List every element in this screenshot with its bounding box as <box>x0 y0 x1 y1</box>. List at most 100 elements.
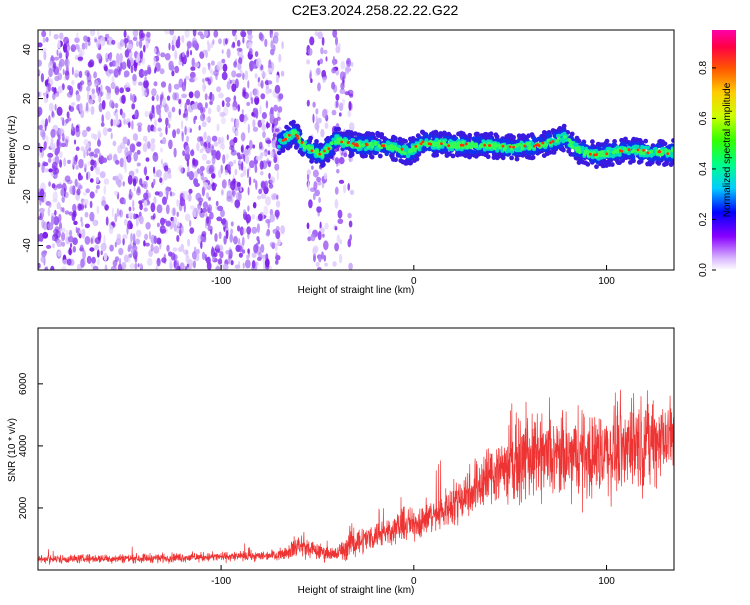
noise-cell <box>46 93 49 99</box>
noise-cell <box>276 194 279 200</box>
noise-cell <box>84 236 91 245</box>
noise-cell <box>185 145 190 155</box>
noise-cell <box>268 80 272 85</box>
noise-cell <box>138 81 143 86</box>
ridge-cell <box>626 151 631 156</box>
noise-cell <box>103 178 110 185</box>
ridge-cell <box>475 131 480 137</box>
noise-cell <box>138 39 143 49</box>
noise-cell <box>218 231 222 240</box>
noise-cell <box>254 88 260 99</box>
noise-cell <box>240 173 244 178</box>
noise-cell <box>256 223 260 234</box>
noise-cell <box>192 251 197 260</box>
noise-cell <box>323 254 327 262</box>
noise-cell <box>39 212 42 219</box>
ridge-cell <box>287 133 291 137</box>
noise-cell <box>136 122 143 127</box>
ridge-cell <box>556 136 561 141</box>
noise-cell <box>227 164 231 171</box>
noise-cell <box>231 83 237 92</box>
noise-cell <box>192 30 197 37</box>
noise-cell <box>130 65 134 74</box>
noise-cell <box>159 177 163 183</box>
noise-cell <box>82 198 89 206</box>
ridge-cell <box>642 148 645 152</box>
ridge-cell <box>452 144 457 149</box>
noise-cell <box>100 90 104 96</box>
noise-cell <box>323 240 329 251</box>
noise-cell <box>40 256 45 263</box>
noise-cell <box>347 183 351 191</box>
noise-cell <box>165 125 168 135</box>
noise-cell <box>48 181 51 187</box>
noise-cell <box>176 128 181 135</box>
noise-cell <box>201 153 208 161</box>
noise-cell <box>176 211 179 217</box>
noise-cell <box>174 50 178 60</box>
ridge-cell <box>599 150 604 154</box>
noise-cell <box>197 197 204 203</box>
noise-cell <box>72 210 77 218</box>
ridge-cell <box>656 161 662 166</box>
noise-cell <box>276 156 280 165</box>
noise-cell <box>166 95 171 101</box>
noise-cell <box>129 263 136 269</box>
noise-cell <box>255 261 258 270</box>
noise-cell <box>315 108 319 115</box>
noise-cell <box>232 41 236 48</box>
noise-cell <box>136 149 141 155</box>
ridge-cell <box>296 137 300 140</box>
noise-cell <box>332 30 338 38</box>
noise-cell <box>160 158 163 165</box>
noise-cell <box>48 30 52 37</box>
noise-cell <box>51 215 55 226</box>
noise-cell <box>38 142 41 148</box>
noise-cell <box>348 122 355 132</box>
noise-cell <box>52 61 57 69</box>
noise-cell <box>211 155 216 165</box>
ridge-cell <box>325 157 331 163</box>
noise-cell <box>254 96 260 105</box>
noise-cell <box>218 136 221 145</box>
ridge-cell <box>488 144 492 147</box>
noise-cell <box>98 86 101 93</box>
noise-cell <box>199 136 204 142</box>
noise-cell <box>39 153 42 158</box>
noise-cell <box>86 71 90 78</box>
noise-cell <box>74 73 79 78</box>
noise-cell <box>215 248 221 254</box>
ridge-cell <box>530 155 536 160</box>
noise-cell <box>217 258 223 265</box>
noise-cell <box>152 178 156 186</box>
noise-cell <box>261 123 267 132</box>
noise-cell <box>240 153 245 160</box>
noise-cell <box>107 72 111 78</box>
noise-cell <box>171 106 176 113</box>
noise-cell <box>111 75 115 84</box>
ridge-cell <box>647 156 652 162</box>
noise-cell <box>160 94 164 100</box>
noise-cell <box>248 47 253 55</box>
noise-cell <box>338 102 344 112</box>
ridge-cell <box>473 142 478 146</box>
noise-cell <box>81 221 84 227</box>
ridge-cell <box>568 143 573 147</box>
ridge-cell <box>516 151 522 157</box>
ridge-cell <box>643 138 649 144</box>
noise-cell <box>77 82 81 90</box>
noise-cell <box>268 172 271 180</box>
noise-cell <box>131 120 134 130</box>
noise-cell <box>90 159 95 166</box>
noise-cell <box>220 209 225 218</box>
ridge-cell <box>406 153 410 158</box>
noise-cell <box>38 124 43 131</box>
noise-cell <box>315 261 320 267</box>
noise-cell <box>132 233 136 243</box>
noise-cell <box>346 60 350 65</box>
ridge-cell <box>447 151 452 157</box>
noise-cell <box>219 244 223 251</box>
noise-cell <box>78 204 85 210</box>
noise-cell <box>306 222 310 230</box>
